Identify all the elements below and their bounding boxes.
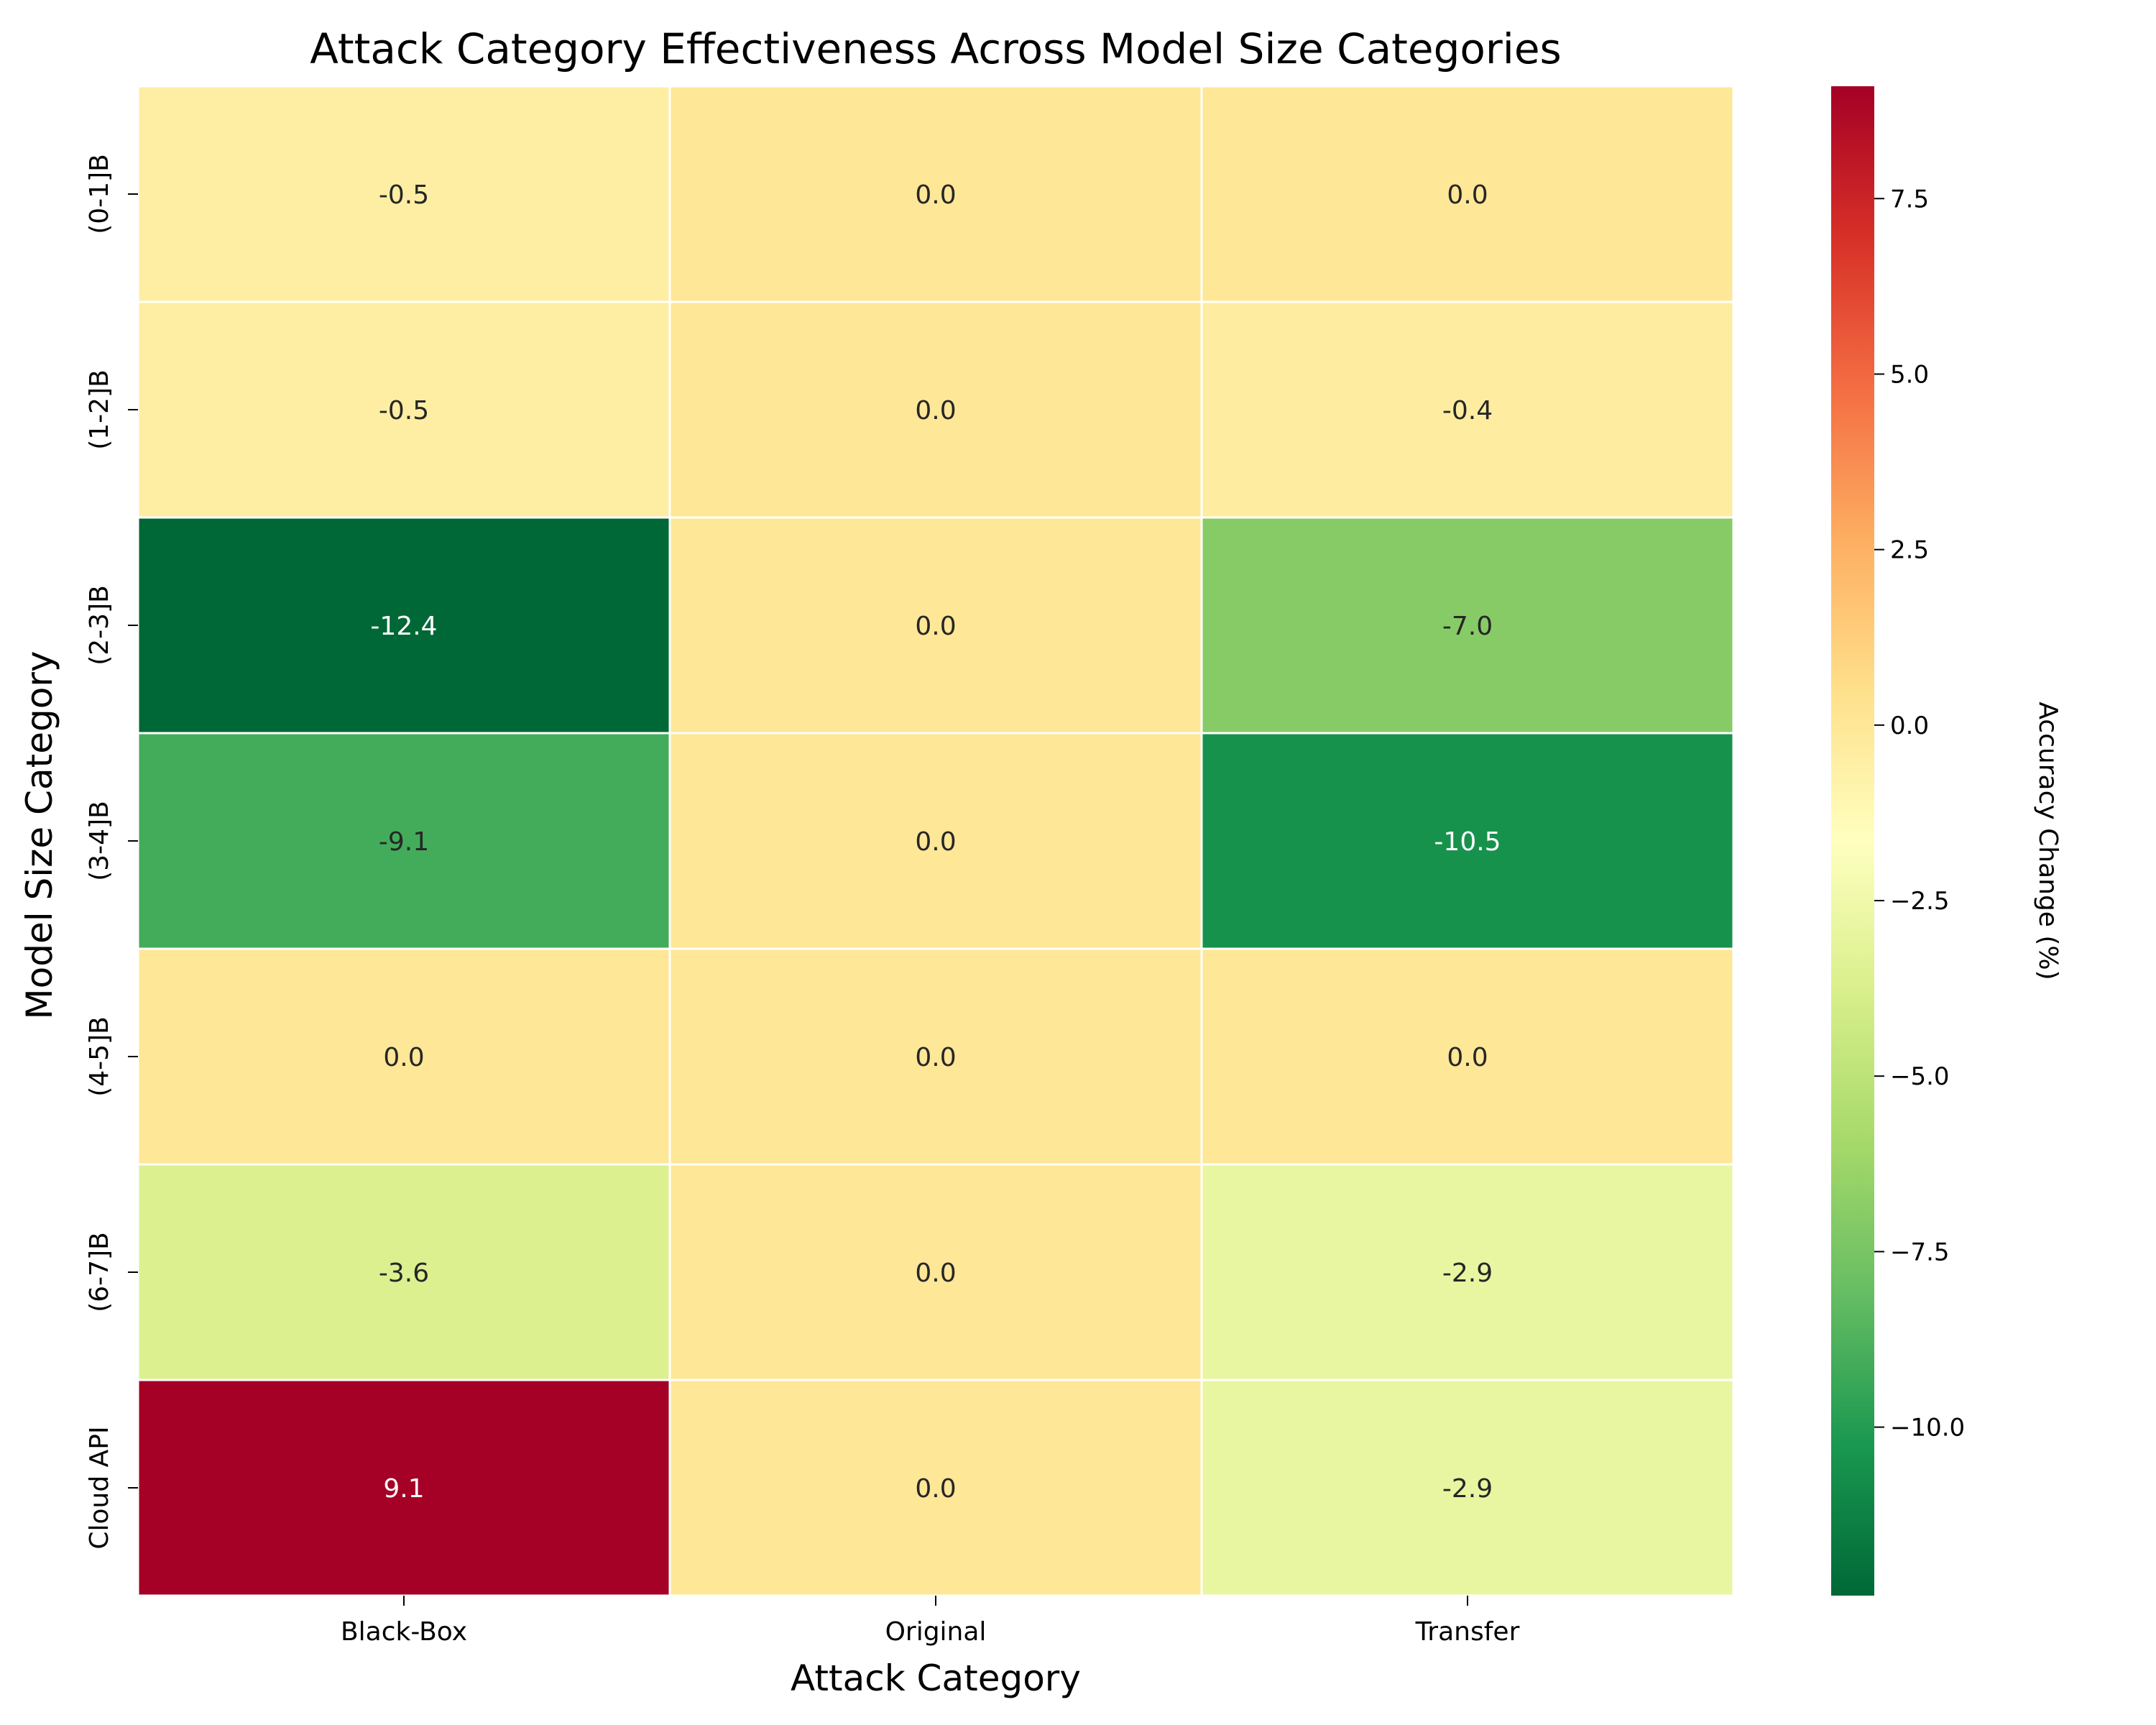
heatmap-cell	[1200, 85, 1735, 303]
heatmap-cell	[137, 1379, 671, 1597]
y-axis-label: Model Size Category	[19, 651, 60, 1020]
cell-value-label: 0.0	[915, 1474, 956, 1504]
cell-value-label: 0.0	[1447, 1043, 1488, 1072]
y-tick-label: (3-4]B	[85, 801, 114, 881]
cell-value-label: 0.0	[915, 827, 956, 857]
heatmap-cell	[1200, 300, 1735, 519]
heatmap-cell	[668, 947, 1203, 1166]
chart-title: Attack Category Effectiveness Across Mod…	[310, 24, 1562, 73]
heatmap-cell	[668, 1379, 1203, 1597]
cell-value-label: 0.0	[915, 1259, 956, 1288]
colorbar-label: Accuracy Change (%)	[2033, 702, 2063, 980]
cell-value-label: -9.1	[379, 827, 429, 857]
cell-value-label: -0.5	[379, 180, 429, 210]
cell-value-label: -10.5	[1434, 827, 1501, 857]
y-axis-ticks: (0-1]B (1-2]B (2-3]B (3-4]B (4-5]B (6-7]B Clou…	[85, 154, 138, 1550]
heatmap-cell	[1200, 732, 1735, 950]
heatmap-cell	[668, 300, 1203, 519]
x-tick-label: Transfer	[1415, 1617, 1520, 1647]
heatmap-cell-labels: -0.5 0.0 0.0 -0.5 0.0 -0.4 -12.4 0.0 -7.0 -9.1 0.0…	[370, 180, 1501, 1504]
heatmap-cell	[137, 85, 671, 303]
heatmap-cells	[137, 85, 1735, 1597]
heatmap-cell	[1200, 1379, 1735, 1597]
y-tick-label: (6-7]B	[85, 1232, 114, 1312]
cell-value-label: -2.9	[1442, 1474, 1493, 1504]
colorbar-tick-label: 0.0	[1890, 712, 1929, 740]
heatmap-cell	[668, 1163, 1203, 1381]
cell-value-label: -2.9	[1442, 1259, 1493, 1288]
heatmap-cell	[1200, 947, 1735, 1166]
colorbar-tick-label: −10.0	[1890, 1414, 1965, 1443]
colorbar-tick-label: −2.5	[1890, 887, 1950, 916]
cell-value-label: -12.4	[370, 612, 437, 641]
heatmap-cell	[668, 85, 1203, 303]
cell-value-label: -7.0	[1442, 612, 1493, 641]
x-tick-label: Original	[885, 1617, 987, 1647]
heatmap-cell	[137, 300, 671, 519]
colorbar-tick-label: 7.5	[1890, 185, 1929, 213]
heatmap-cell	[137, 947, 671, 1166]
x-axis-ticks: Black-Box Original Transfer	[341, 1596, 1520, 1647]
cell-value-label: 0.0	[915, 396, 956, 426]
cell-value-label: -3.6	[379, 1259, 429, 1288]
heatmap-cell	[1200, 1163, 1735, 1381]
cell-value-label: 9.1	[383, 1474, 424, 1504]
cell-value-label: 0.0	[915, 612, 956, 641]
cell-value-label: 0.0	[915, 1043, 956, 1072]
heatmap-cell	[668, 516, 1203, 735]
x-tick-label: Black-Box	[341, 1617, 467, 1647]
y-tick-label: Cloud API	[85, 1426, 114, 1549]
y-tick-label: (1-2]B	[85, 369, 114, 450]
y-tick-label: (4-5]B	[85, 1016, 114, 1097]
colorbar-tick-label: 2.5	[1890, 536, 1929, 565]
cell-value-label: 0.0	[1447, 180, 1488, 210]
x-axis-label: Attack Category	[791, 1657, 1081, 1699]
colorbar-tick-label: −5.0	[1890, 1062, 1950, 1091]
heatmap-cell	[137, 732, 671, 950]
colorbar-tick-label: 5.0	[1890, 360, 1929, 389]
cell-value-label: -0.4	[1442, 396, 1493, 426]
y-tick-label: (2-3]B	[85, 585, 114, 666]
colorbar	[1831, 86, 1874, 1596]
colorbar-ticks: 7.5 5.0 2.5 0.0 −2.5 −5.0 −7.5 −10.0	[1874, 185, 1965, 1443]
y-tick-label: (0-1]B	[85, 154, 114, 234]
cell-value-label: 0.0	[915, 180, 956, 210]
cell-value-label: 0.0	[383, 1043, 424, 1072]
cell-value-label: -0.5	[379, 396, 429, 426]
colorbar-tick-label: −7.5	[1890, 1238, 1950, 1266]
